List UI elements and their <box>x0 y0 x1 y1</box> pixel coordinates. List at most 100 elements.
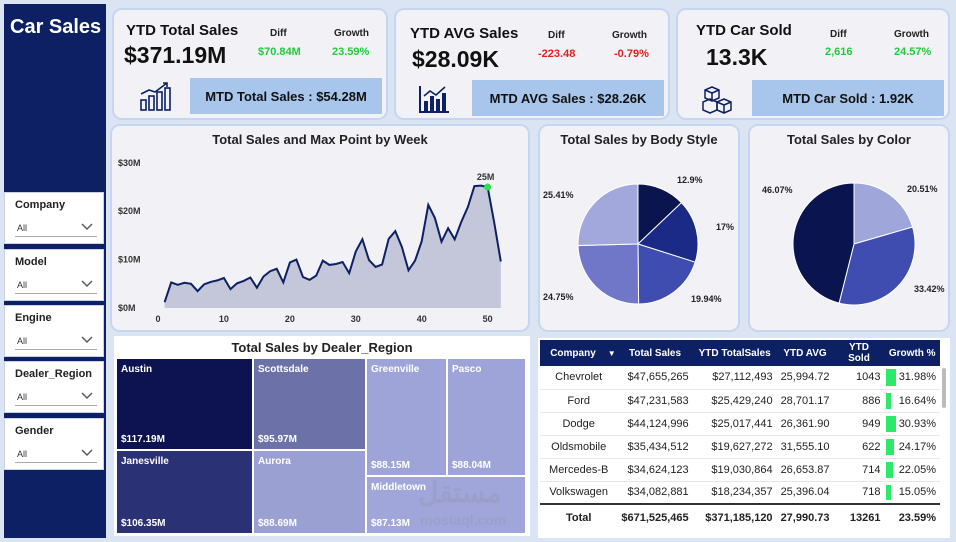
weekly-sales-chart-card: Total Sales and Max Point by Week $0M $10… <box>110 124 530 332</box>
slicer-underline <box>15 293 97 294</box>
slicer-label: Company <box>15 199 66 211</box>
diff-value: -223.48 <box>538 48 576 60</box>
cell-ytd-total-sales: $25,429,240 <box>692 389 777 413</box>
chevron-down-icon[interactable] <box>81 278 93 288</box>
slicer-value[interactable]: All <box>17 392 28 402</box>
chevron-down-icon[interactable] <box>81 221 93 231</box>
growth-bar <box>886 484 891 500</box>
max-point-label: 25M <box>477 172 495 182</box>
chevron-down-icon[interactable] <box>81 447 93 457</box>
treemap-cell-name: Janesville <box>121 456 169 467</box>
growth-bar <box>886 392 892 409</box>
cell-ytd-total-sales: $19,030,864 <box>692 458 777 482</box>
col-header-ytd-sold[interactable]: YTD Sold <box>833 340 885 366</box>
pie-slice <box>792 182 855 304</box>
x-tick-label: 50 <box>483 314 493 324</box>
chevron-down-icon[interactable] <box>81 390 93 400</box>
pie-slice <box>637 243 696 305</box>
sales-area-fill <box>164 185 501 308</box>
chevron-down-icon[interactable] <box>81 334 93 344</box>
table-row[interactable]: Chevrolet $47,655,265 $27,112,493 25,994.72… <box>540 366 940 390</box>
treemap-cell-name: Middletown <box>371 482 426 493</box>
kpi-value: 13.3K <box>706 44 768 70</box>
slicer-company[interactable]: Company All <box>4 192 104 244</box>
pie-slice-label: 25.41% <box>543 190 574 200</box>
app-title: Car Sales <box>10 16 102 38</box>
cell-ytd-total-sales: $18,234,357 <box>692 481 777 505</box>
col-header-company[interactable]: Company <box>540 340 606 366</box>
treemap-cell-value: $87.13M <box>371 518 410 529</box>
treemap-cell-value: $88.69M <box>258 518 297 529</box>
growth-text: 22.05% <box>898 463 936 476</box>
treemap-cell-name: Greenville <box>371 364 420 375</box>
watermark-text: mostaql.com <box>420 512 507 528</box>
sales-growth-chart-icon <box>140 82 171 111</box>
kpi-title: YTD Total Sales <box>126 22 239 39</box>
cell-total-label: Total <box>540 503 618 530</box>
pie-slice-label: 33.42% <box>914 284 945 294</box>
cell-total-sales: $671,525,465 <box>617 503 693 530</box>
y-tick-label: $10M <box>118 255 141 265</box>
cell-ytd-total-sales: $25,017,441 <box>692 412 777 436</box>
cell-ytd-sold: 949 <box>833 412 885 436</box>
cell-total-sales: $47,231,583 <box>617 389 693 413</box>
chart-title: Total Sales by Dealer_Region <box>231 340 413 355</box>
slicer-value[interactable]: All <box>17 449 28 459</box>
table-row[interactable]: Dodge $44,124,996 $25,017,441 26,361.90 949 3… <box>540 412 940 436</box>
treemap-cell-austin[interactable]: Austin $117.19M <box>116 358 253 450</box>
growth-value: 24.57% <box>894 46 932 58</box>
cell-total-sales: $34,624,123 <box>617 458 693 482</box>
slicer-value[interactable]: All <box>17 280 28 290</box>
treemap-cell-janesville[interactable]: Janesville $106.35M <box>116 450 253 534</box>
growth-value: -0.79% <box>614 48 649 60</box>
slicer-model[interactable]: Model All <box>4 249 104 301</box>
slicer-underline <box>15 236 97 237</box>
cell-total-sales: $44,124,996 <box>617 412 693 436</box>
cell-ytd-avg: 27,990.73 <box>776 503 834 530</box>
table-scrollbar[interactable] <box>942 368 946 408</box>
col-header-total-sales[interactable]: Total Sales <box>617 340 693 366</box>
slicer-underline <box>15 462 97 463</box>
col-header-growth[interactable]: Growth % <box>884 340 940 366</box>
weekly-sales-area-chart: $0M $10M $20M $30M 0 10 20 30 40 50 25M <box>118 158 502 324</box>
sort-indicator-icon[interactable]: ▼ <box>605 340 618 366</box>
slicer-engine[interactable]: Engine All <box>4 305 104 357</box>
treemap-cell-greenville[interactable]: Greenville $88.15M <box>366 358 447 476</box>
treemap-cell-middletown[interactable]: Middletown $87.13M <box>366 476 526 534</box>
pie-slice <box>577 183 639 247</box>
y-tick-label: $20M <box>118 206 141 216</box>
table-row[interactable]: Oldsmobile $35,434,512 $19,627,272 31,555.1… <box>540 435 940 459</box>
y-tick-label: $0M <box>118 303 136 313</box>
company-table-card: Company ▼ Total Sales YTD TotalSales YTD… <box>538 338 950 538</box>
kpi-title: YTD AVG Sales <box>410 25 519 42</box>
col-header-ytd-total-sales[interactable]: YTD TotalSales <box>692 340 777 366</box>
growth-bar <box>886 369 897 386</box>
cell-ytd-avg: 26,361.90 <box>776 412 834 436</box>
slicer-label: Engine <box>15 312 52 324</box>
treemap-cell-value: $117.19M <box>121 434 165 445</box>
treemap-cell-aurora[interactable]: Aurora $88.69M <box>253 450 366 534</box>
x-tick-label: 10 <box>219 314 229 324</box>
growth-text: 24.17% <box>898 440 936 453</box>
growth-label: Growth <box>894 29 929 40</box>
slicer-gender[interactable]: Gender All <box>4 418 104 470</box>
cell-ytd-avg: 25,994.72 <box>776 366 834 390</box>
cell-ytd-avg: 25,396.04 <box>776 481 834 505</box>
table-row[interactable]: Volkswagen $34,082,881 $18,234,357 25,396.0… <box>540 481 940 505</box>
pie-slice <box>577 243 640 305</box>
table-row[interactable]: Ford $47,231,583 $25,429,240 28,701.17 886 16… <box>540 389 940 413</box>
treemap-cell-value: $88.04M <box>452 460 491 471</box>
cell-ytd-sold: 714 <box>833 458 885 482</box>
cell-total-sales: $34,082,881 <box>617 481 693 505</box>
mtd-avg-sales: MTD AVG Sales : $28.26K <box>472 80 664 116</box>
slicer-value[interactable]: All <box>17 223 28 233</box>
slicer-value[interactable]: All <box>17 336 28 346</box>
table-row[interactable]: Mercedes-B $34,624,123 $19,030,864 26,653.8… <box>540 458 940 482</box>
y-tick-label: $30M <box>118 158 141 168</box>
treemap-cell-scottsdale[interactable]: Scottsdale $95.97M <box>253 358 366 450</box>
slicer-dealer-region[interactable]: Dealer_Region All <box>4 361 104 413</box>
treemap-cell-pasco[interactable]: Pasco $88.04M <box>447 358 526 476</box>
col-header-ytd-avg[interactable]: YTD AVG <box>776 340 834 366</box>
kpi-value: $28.09K <box>412 46 499 72</box>
color-pie-chart: 20.51% 33.42% 46.07% <box>762 182 945 306</box>
